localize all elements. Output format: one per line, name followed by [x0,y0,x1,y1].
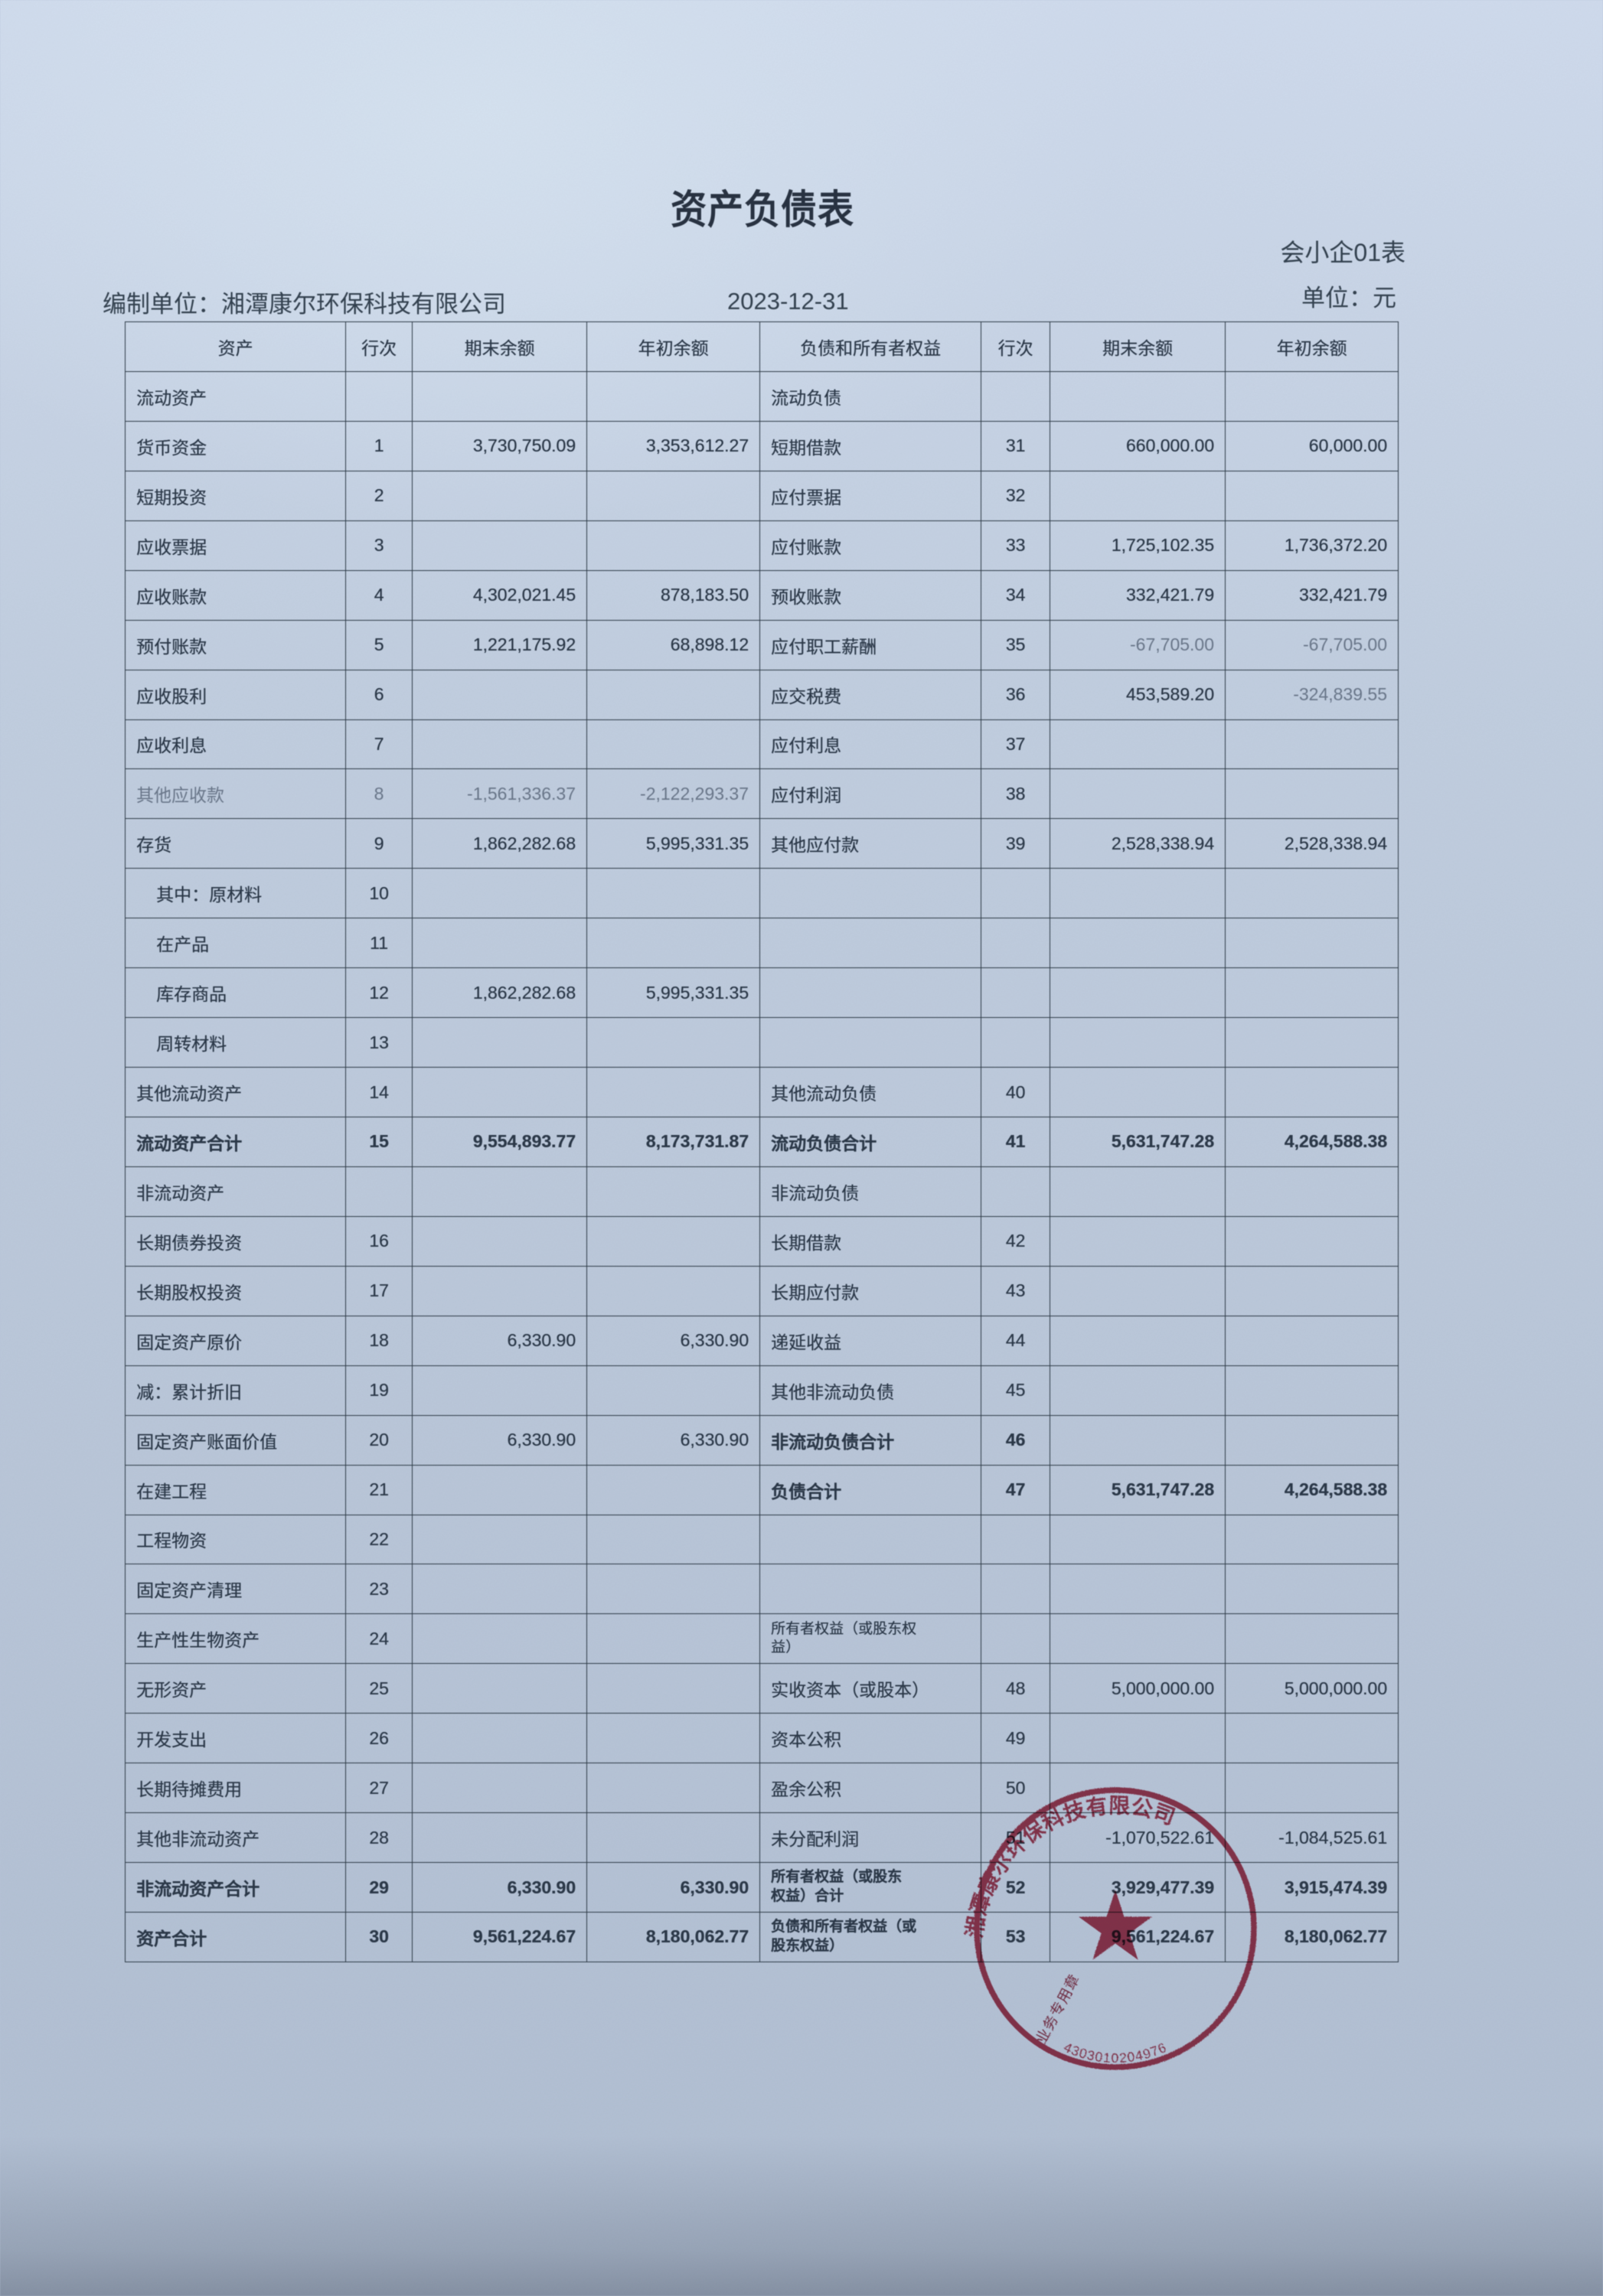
svg-text:业务专用章: 业务专用章 [1033,1971,1083,2047]
